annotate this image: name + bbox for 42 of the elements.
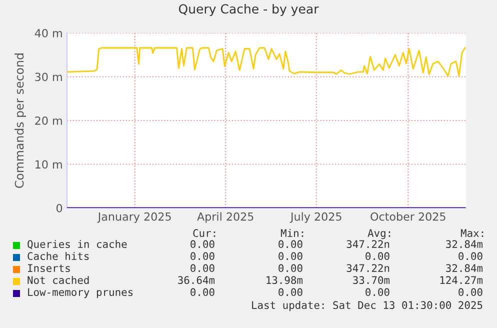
text: Avg: xyxy=(368,229,390,240)
text: 0.00 xyxy=(458,252,482,260)
text: 124.27m xyxy=(440,276,483,284)
text: 33.70m xyxy=(353,276,390,284)
x-tick-label: January 2025 xyxy=(97,212,171,223)
y-tick-label: 10 m xyxy=(36,160,62,169)
text: 0.00 xyxy=(278,288,302,296)
y-tick-label: 0 xyxy=(56,204,62,212)
text: 0.00 xyxy=(278,240,302,248)
y-tick-label: 30 m xyxy=(35,72,62,82)
text: 0.00 xyxy=(278,264,302,272)
legend-label: Queries in cache xyxy=(28,240,127,250)
text: 0.00 xyxy=(278,252,302,260)
x-tick-label: July 2025 xyxy=(290,212,342,223)
text: 0.00 xyxy=(366,288,390,296)
text: 347.22n xyxy=(346,264,390,272)
x-tick-label: April 2025 xyxy=(197,212,254,223)
text: Min: xyxy=(280,228,304,237)
text: 0.00 xyxy=(190,288,214,296)
text: 0.00 xyxy=(190,264,214,272)
legend-label: Cache hits xyxy=(28,252,89,260)
text: 347.22n xyxy=(346,240,390,248)
legend-label: Not cached xyxy=(28,276,89,284)
text: 32.84m xyxy=(446,264,483,272)
text: 0.00 xyxy=(190,252,214,260)
text: 0.00 xyxy=(458,288,482,296)
text: Cur: xyxy=(193,229,216,238)
text: Max: xyxy=(460,229,484,238)
text: 0.00 xyxy=(190,240,214,248)
text: 32.84m xyxy=(446,240,483,248)
chart-title: Query Cache - by year xyxy=(178,4,319,16)
text: 13.98m xyxy=(266,276,303,284)
legend-label: Inserts xyxy=(28,264,70,272)
line-series xyxy=(67,47,466,77)
text: Last update: Sat Dec 13 01:30:00 2025 xyxy=(252,300,482,312)
y-axis-title: Commands per second xyxy=(14,54,26,188)
text: 0.00 xyxy=(366,252,390,260)
x-tick-label: October 2025 xyxy=(370,212,446,221)
text: 36.64m xyxy=(178,276,215,284)
legend-label: Low-memory prunes xyxy=(28,288,133,298)
y-tick-label: 40 m xyxy=(34,28,62,38)
y-tick-label: 20 m xyxy=(35,116,62,125)
